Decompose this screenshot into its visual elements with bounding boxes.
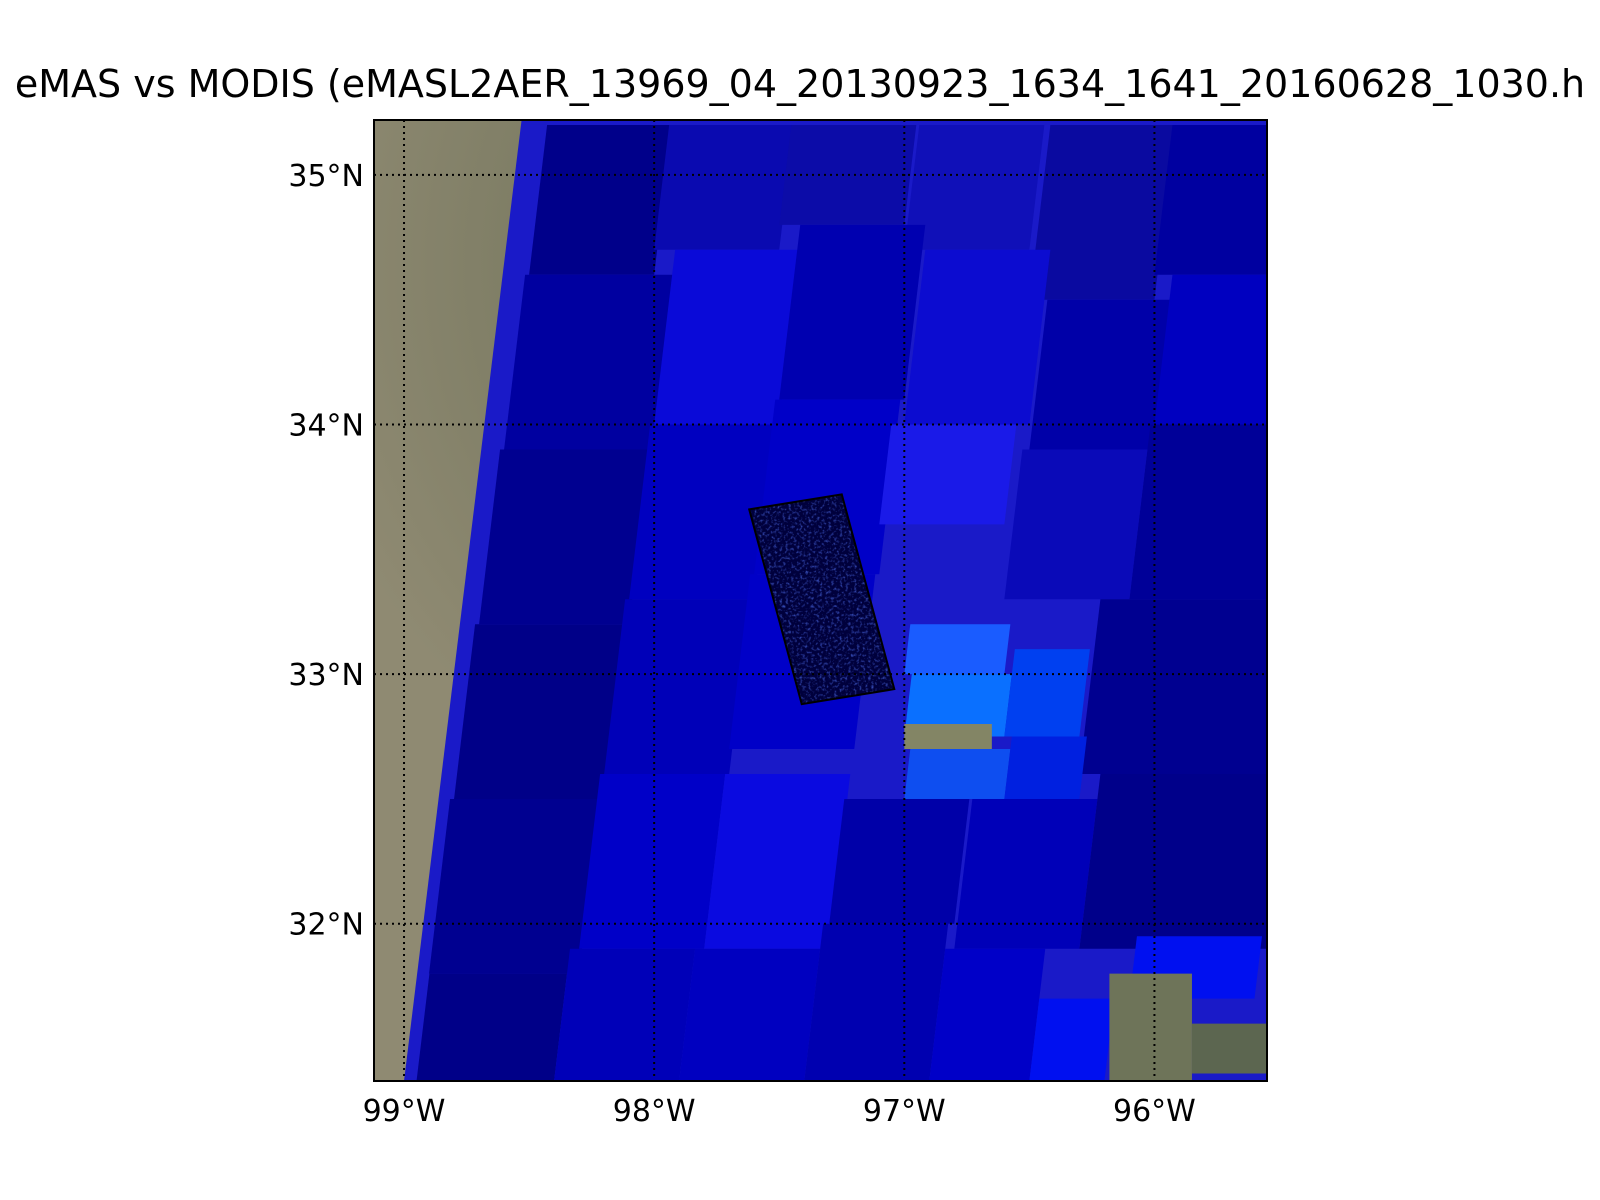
longitude-tick-label: 99°W [363, 1094, 446, 1129]
modis-pixel [829, 798, 970, 924]
modis-pixel [904, 674, 1012, 737]
modis-pixel [1029, 124, 1176, 300]
modis-pixel [1154, 124, 1267, 275]
modis-pixel [504, 274, 676, 450]
longitude-labels: 99°W 98°W 97°W 96°W [363, 1094, 1196, 1129]
modis-pixel [1154, 274, 1267, 425]
modis-pixel [1079, 599, 1267, 774]
graticule [374, 120, 1267, 1081]
emas-footprint-outline [747, 493, 896, 706]
modis-pixel [429, 798, 601, 974]
modis-pixel [654, 124, 795, 250]
modis-pixel [779, 224, 926, 400]
modis-pixels [416, 124, 1267, 1081]
missing-data-patch [1191, 1023, 1267, 1074]
modis-pixel [779, 124, 917, 225]
modis-pixel [1004, 449, 1148, 600]
map-frame [373, 119, 1268, 1082]
longitude-tick-label: 98°W [613, 1094, 696, 1129]
emas-footprint [747, 493, 896, 706]
modis-pixel [529, 124, 673, 275]
modis-pixel [1004, 736, 1087, 799]
map-title: eMAS vs MODIS (eMASL2AER_13969_04_201309… [14, 62, 1586, 106]
missing-data-patch [1109, 973, 1192, 1081]
modis-pixel [454, 624, 626, 799]
modis-pixel [1129, 424, 1267, 600]
modis-pixel [929, 948, 1046, 1081]
modis-pixel [804, 923, 949, 1081]
modis-pixel [879, 424, 1017, 525]
latitude-tick-label: 32°N [288, 908, 364, 943]
modis-pixel [904, 624, 1011, 675]
modis-pixel [904, 749, 1011, 799]
modis-pixel [704, 773, 851, 949]
modis-pixel [1079, 773, 1267, 949]
modis-pixel [416, 973, 568, 1081]
longitude-tick-label: 96°W [1113, 1094, 1196, 1129]
modis-pixel [1004, 649, 1090, 737]
latitude-labels: 35°N 34°N 33°N 32°N [288, 159, 364, 943]
missing-data-patch [904, 724, 992, 750]
latitude-tick-label: 34°N [288, 409, 364, 444]
modis-pixel [1029, 299, 1173, 450]
latitude-tick-label: 33°N [288, 658, 364, 693]
modis-pixel [554, 948, 696, 1081]
longitude-tick-label: 97°W [863, 1094, 946, 1129]
modis-pixel [954, 798, 1098, 949]
modis-pixel [904, 249, 1051, 425]
modis-pixel [604, 599, 751, 774]
modis-pixel [629, 424, 776, 600]
modis-pixel [904, 124, 1045, 250]
modis-pixel [1029, 998, 1115, 1081]
emas-footprint-speckle [749, 494, 895, 705]
modis-pixel [679, 948, 821, 1081]
modis-pixel [479, 449, 651, 625]
missing-data-patches [904, 724, 1267, 1081]
modis-pixel [654, 249, 801, 425]
map-area [374, 120, 1267, 1081]
modis-pixel [579, 773, 726, 949]
latitude-tick-label: 35°N [288, 159, 364, 194]
